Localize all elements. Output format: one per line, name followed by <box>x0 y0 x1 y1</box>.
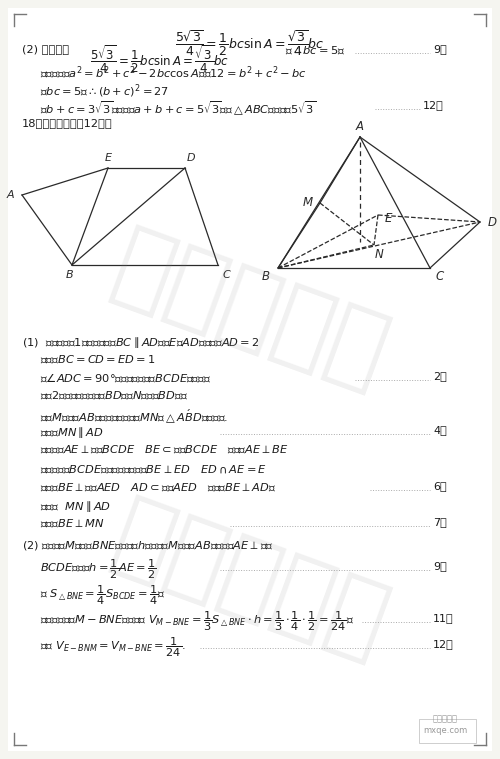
Text: E: E <box>104 153 112 163</box>
Text: C: C <box>436 269 444 282</box>
Text: B: B <box>262 269 270 282</box>
Text: 7分: 7分 <box>433 517 447 527</box>
Text: 所以，$BE\perp MN$: 所以，$BE\perp MN$ <box>40 517 104 529</box>
Text: (2) 由题得：: (2) 由题得： <box>22 44 69 54</box>
Text: $\dfrac{5\sqrt{3}}{4} = \dfrac{1}{2}bc\sin A = \dfrac{\sqrt{3}}{4}bc$: $\dfrac{5\sqrt{3}}{4} = \dfrac{1}{2}bc\s… <box>90 44 230 75</box>
Text: M: M <box>303 197 313 209</box>
Text: 又 $S_{\triangle BNE} = \dfrac{1}{4}S_{BCDE} = \dfrac{1}{4}$，: 又 $S_{\triangle BNE} = \dfrac{1}{4}S_{BC… <box>40 583 166 606</box>
Text: ，$\therefore bc=5$，: ，$\therefore bc=5$， <box>285 44 345 56</box>
Text: 高考直通车: 高考直通车 <box>101 219 399 402</box>
Text: (1)  证明：在图1中，依题意，$BC\parallel AD$，又$E$为$AD$的中点，$AD=2$: (1) 证明：在图1中，依题意，$BC\parallel AD$，又$E$为$A… <box>22 335 260 350</box>
Text: 所以，$MN\parallel AD$: 所以，$MN\parallel AD$ <box>40 425 104 440</box>
Text: A: A <box>356 121 364 134</box>
Text: D: D <box>488 216 496 228</box>
Text: 所以，三棱锥$M-BNE$的体积为 $V_{M-BNE} = \dfrac{1}{3}S_{\triangle BNE}\cdot h = \dfrac{1}{: 所以，三棱锥$M-BNE$的体积为 $V_{M-BNE} = \dfrac{1}… <box>40 609 354 632</box>
Text: 所以 $V_{E-BNM} = V_{M-BNE} = \dfrac{1}{24}.$: 所以 $V_{E-BNM} = V_{M-BNE} = \dfrac{1}{24… <box>40 635 186 659</box>
Text: A: A <box>6 190 14 200</box>
Text: 所以，$BE\perp$平面$AED\quad AD\subset$平面$AED\quad$所以，$BE\perp AD$，: 所以，$BE\perp$平面$AED\quad AD\subset$平面$AED… <box>40 481 276 493</box>
Text: B: B <box>66 270 74 280</box>
Text: (2) 解：设点$M$到平面$BNE$的距离为$h$，因为点$M$是线段$AB$的中点，$AE\perp$平面: (2) 解：设点$M$到平面$BNE$的距离为$h$，因为点$M$是线段$AB$… <box>22 539 274 552</box>
Text: 高考直通车: 高考直通车 <box>101 488 399 672</box>
Text: E: E <box>384 212 392 225</box>
Text: $BCDE$，所以$h = \dfrac{1}{2}AE = \dfrac{1}{2}$: $BCDE$，所以$h = \dfrac{1}{2}AE = \dfrac{1}… <box>40 557 157 581</box>
Text: 4分: 4分 <box>433 425 447 435</box>
Text: 9分: 9分 <box>433 561 447 571</box>
Text: 高考直通车
mxqe.com: 高考直通车 mxqe.com <box>423 714 467 735</box>
FancyBboxPatch shape <box>8 8 492 751</box>
Text: 即$b+c=3\sqrt{3}$，从而有$a+b+c=5\sqrt{3}$，故$\triangle ABC$的周长为$5\sqrt{3}$: 即$b+c=3\sqrt{3}$，从而有$a+b+c=5\sqrt{3}$，故$… <box>40 100 316 118</box>
Text: 18．（本小题满分12分）: 18．（本小题满分12分） <box>22 118 113 128</box>
Text: 由余弦定理$a^2 = b^2+c^2-2bc\cos A$得：$12 = b^2+c^2-bc$: 由余弦定理$a^2 = b^2+c^2-2bc\cos A$得：$12 = b^… <box>40 64 307 80</box>
Text: 所以，$BC=CD=ED=1$: 所以，$BC=CD=ED=1$ <box>40 353 156 365</box>
Text: 2分: 2分 <box>433 371 447 381</box>
Text: 由已知，$AE\perp$平面$BCDE\quad BE\subset$平面$BCDE\quad$所以，$AE\perp BE$: 由已知，$AE\perp$平面$BCDE\quad BE\subset$平面$B… <box>40 443 289 455</box>
Text: 又$\angle ADC=90°$，所以，四边形$BCDE$是正方形: 又$\angle ADC=90°$，所以，四边形$BCDE$是正方形 <box>40 371 211 384</box>
Text: 12分: 12分 <box>433 639 454 649</box>
Text: D: D <box>186 153 196 163</box>
Text: C: C <box>222 270 230 280</box>
Text: 6分: 6分 <box>433 481 446 491</box>
Text: $\dfrac{5\sqrt{3}}{4} = \dfrac{1}{2}bc\sin A = \dfrac{\sqrt{3}}{4}bc$: $\dfrac{5\sqrt{3}}{4} = \dfrac{1}{2}bc\s… <box>176 28 324 58</box>
Text: 由上证可知$BCDE$是正方形，所以，$BE\perp ED\quad ED\cap AE=E$: 由上证可知$BCDE$是正方形，所以，$BE\perp ED\quad ED\c… <box>40 463 267 475</box>
Text: 11分: 11分 <box>433 613 454 623</box>
Text: 又$bc=5$，$\therefore (b+c)^2=27$: 又$bc=5$，$\therefore (b+c)^2=27$ <box>40 82 169 99</box>
Text: 又点$M$是线段$AB$的中点，所以线段$MN$是$\triangle A\'BD$的中位线.: 又点$M$是线段$AB$的中点，所以线段$MN$是$\triangle A\'B… <box>40 407 228 425</box>
Text: N: N <box>374 248 384 262</box>
Text: 12分: 12分 <box>423 100 444 110</box>
Text: 由上证  $MN\parallel AD$: 由上证 $MN\parallel AD$ <box>40 499 111 514</box>
Text: 在图2中，由上证可知，$BD$也过$N$，且为$BD$中点: 在图2中，由上证可知，$BD$也过$N$，且为$BD$中点 <box>40 389 188 401</box>
Text: 9分: 9分 <box>433 44 447 54</box>
